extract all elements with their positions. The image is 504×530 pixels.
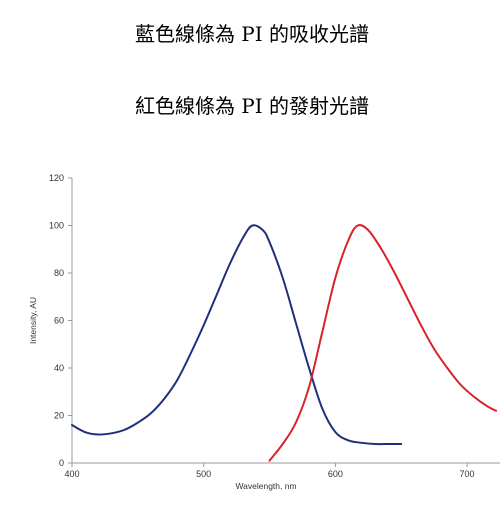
y-tick-label: 80 [54, 268, 64, 278]
y-tick-label: 100 [49, 221, 64, 231]
x-tick-label: 700 [460, 469, 475, 479]
y-tick-label: 60 [54, 316, 64, 326]
x-axis-title: Wavelength, nm [235, 481, 296, 491]
y-axis-title: Intensity, AU [28, 297, 38, 344]
y-tick-label: 20 [54, 411, 64, 421]
ticks: 0 20 40 60 80 100 120 400 500 600 700 [49, 173, 475, 479]
caption-absorption: 藍色線條為 PI 的吸收光譜 [134, 22, 370, 46]
axes [71, 178, 500, 464]
y-tick-label: 120 [49, 173, 64, 183]
x-tick-label: 600 [328, 469, 343, 479]
y-tick-label: 40 [54, 363, 64, 373]
series [71, 224, 498, 462]
caption-emission: 紅色線條為 PI 的發射光譜 [134, 94, 370, 118]
x-tick-label: 500 [196, 469, 211, 479]
emission-spectrum-line [268, 224, 498, 462]
x-tick-label: 400 [64, 469, 79, 479]
absorption-spectrum-line [71, 224, 403, 446]
y-tick-label: 0 [59, 458, 64, 468]
